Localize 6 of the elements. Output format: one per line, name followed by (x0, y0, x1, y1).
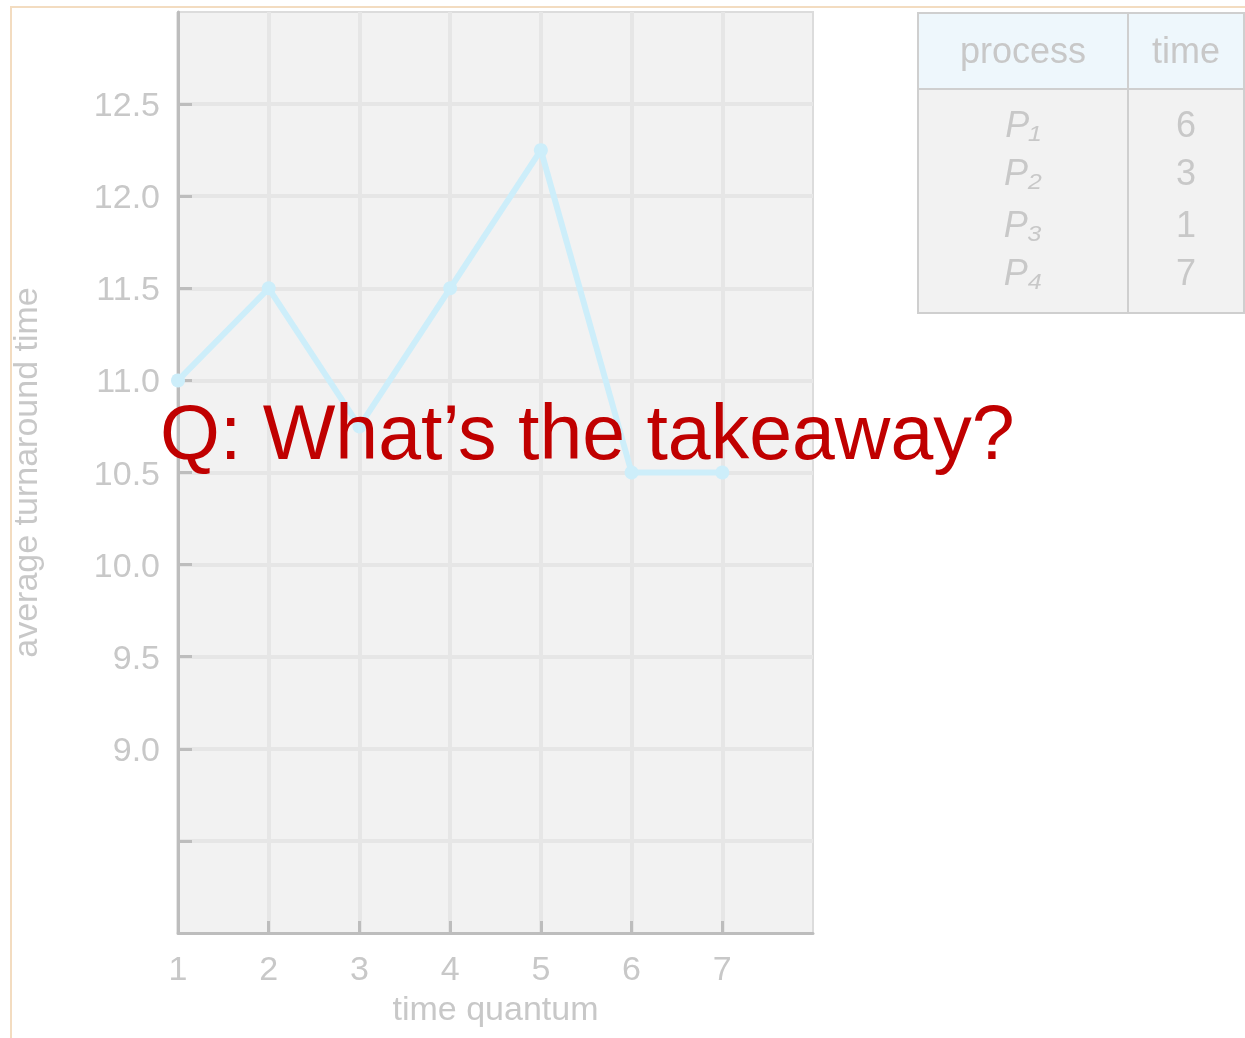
point (443, 281, 458, 296)
point (261, 281, 276, 296)
point (533, 143, 548, 158)
point (624, 465, 639, 480)
annotation: Q: What’s the takeaway? (160, 388, 1015, 477)
point (171, 373, 185, 388)
